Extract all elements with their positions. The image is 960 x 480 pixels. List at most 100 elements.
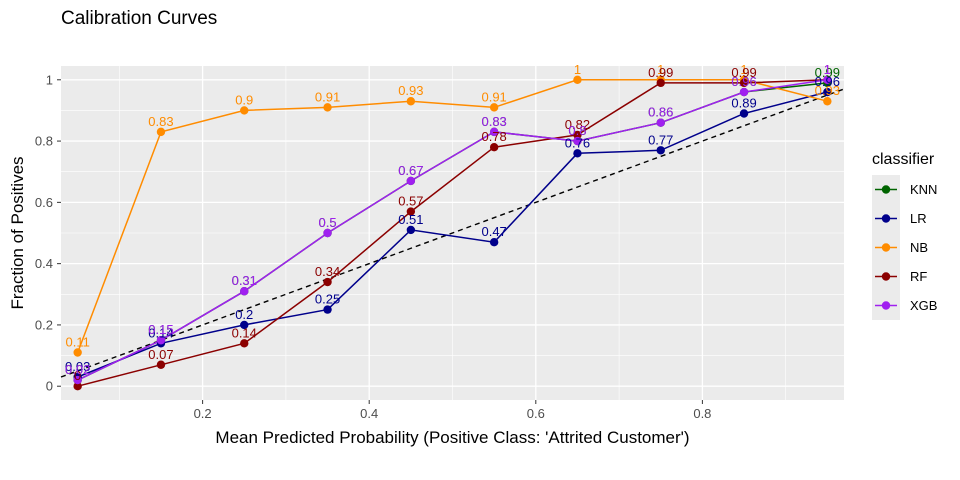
data-point-xgb: [240, 287, 249, 296]
data-label-xgb: 0.96: [731, 74, 756, 89]
reference-diagonal: [60, 88, 845, 378]
series-lines: [76, 79, 828, 387]
data-label-rf: 0.34: [315, 264, 340, 279]
data-point-rf: [489, 143, 499, 152]
legend-key-point-lr: [881, 214, 891, 223]
reference-line: [60, 88, 845, 378]
legend-label-rf: RF: [910, 269, 927, 284]
legend-label-nb: NB: [910, 240, 928, 255]
y-axis-ticks: 0 0.2 0.4 0.6 0.8 1: [35, 72, 61, 394]
data-label-nb: 1: [740, 62, 747, 77]
legend-items: KNN LR NB RF XGB: [872, 175, 937, 320]
data-point-rf: [156, 360, 166, 369]
y-tick-label: 0.2: [35, 317, 53, 332]
legend-label-xgb: XGB: [910, 298, 937, 313]
y-tick-label: 1: [46, 72, 53, 87]
data-label-xgb: 0.31: [232, 273, 257, 288]
data-label-rf: 0.57: [398, 194, 423, 209]
data-point-lr: [240, 320, 249, 330]
data-point-xgb: [489, 127, 499, 137]
data-label-knn: 0.15: [148, 322, 173, 337]
data-label-xgb: 0.67: [398, 163, 423, 178]
data-label-nb: 0.93: [398, 83, 423, 98]
data-labels: 0.020.150.310.50.670.830.80.860.960.990.…: [65, 62, 840, 383]
y-tick-label: 0.8: [35, 134, 53, 149]
data-label-nb: 0.91: [315, 89, 340, 104]
data-label-rf: 0.82: [565, 117, 590, 132]
legend-key-point-knn: [881, 185, 891, 194]
data-point-lr: [406, 225, 416, 235]
data-point-nb: [573, 75, 582, 84]
data-point-nb: [323, 103, 332, 112]
data-label-rf: 0.78: [481, 129, 506, 144]
legend-key-point-xgb: [881, 301, 891, 310]
x-tick-label: 0.8: [693, 406, 711, 421]
y-tick-label: 0.4: [35, 256, 53, 271]
legend-key-point-rf: [881, 272, 891, 281]
data-point-nb: [240, 106, 249, 115]
data-label-xgb: 0.86: [648, 105, 673, 120]
data-label-lr: 0.14: [148, 325, 173, 340]
legend-label-lr: LR: [910, 211, 927, 226]
data-point-xgb: [739, 87, 749, 97]
data-label-lr: 0.03: [65, 359, 90, 374]
series-points: [73, 75, 832, 391]
x-tick-label: 0.2: [194, 406, 212, 421]
data-point-rf: [240, 339, 249, 348]
data-label-knn: 0.5: [319, 215, 337, 230]
data-label-lr: 0.89: [731, 95, 756, 110]
data-point-nb: [156, 127, 166, 137]
data-point-nb: [489, 103, 499, 112]
data-label-knn: 0.8: [568, 123, 586, 138]
data-point-xgb: [823, 75, 832, 84]
data-point-xgb: [573, 136, 582, 146]
data-label-lr: 0.76: [565, 135, 590, 150]
data-point-xgb: [656, 118, 665, 127]
data-label-rf: 0.14: [232, 325, 257, 340]
data-label-knn: 0.02: [65, 362, 90, 377]
data-label-nb: 0.11: [65, 335, 89, 350]
data-label-lr: 0.47: [481, 224, 506, 239]
chart-title: Calibration Curves: [61, 8, 217, 29]
y-axis-title: Fraction of Positives: [8, 156, 27, 309]
data-label-xgb: 0.15: [148, 322, 173, 337]
data-label-rf: 0.99: [731, 65, 756, 80]
data-label-knn: 0.67: [398, 163, 423, 178]
data-label-lr: 0.25: [315, 292, 340, 307]
data-label-rf: 0: [74, 368, 81, 383]
data-label-knn: 0.96: [731, 74, 756, 89]
data-point-lr: [323, 305, 332, 314]
y-tick-label: 0: [46, 379, 53, 394]
data-label-nb: 0.9: [235, 92, 253, 107]
data-label-lr: 0.96: [815, 74, 840, 89]
data-point-xgb: [406, 176, 416, 186]
data-label-xgb: 0.5: [319, 215, 337, 230]
series-line-nb: [76, 79, 828, 353]
data-label-xgb: 0.83: [481, 114, 506, 129]
data-point-rf: [656, 78, 665, 88]
data-label-knn: 0.86: [648, 105, 673, 120]
series-line-lr: [77, 91, 828, 378]
data-point-rf: [406, 207, 416, 216]
data-point-nb: [406, 97, 416, 106]
data-label-rf: 0.07: [148, 347, 173, 362]
data-point-xgb: [73, 375, 82, 385]
data-point-lr: [489, 237, 499, 247]
data-label-nb: 0.93: [815, 83, 840, 98]
data-label-knn: 0.31: [232, 273, 257, 288]
x-axis-ticks: 0.2 0.4 0.6 0.8: [194, 400, 711, 421]
legend: classifier KNN LR NB RF XGB: [872, 151, 937, 320]
data-point-lr: [823, 87, 832, 97]
data-point-lr: [573, 149, 582, 158]
data-label-nb: 0.91: [481, 89, 506, 104]
data-label-nb: 0.83: [148, 114, 173, 129]
data-label-lr: 0.51: [398, 212, 423, 227]
legend-label-knn: KNN: [910, 182, 937, 197]
data-point-rf: [323, 277, 332, 287]
y-tick-label: 0.6: [35, 195, 53, 210]
data-point-nb: [73, 348, 82, 357]
data-label-rf: 1: [824, 62, 831, 77]
data-label-knn: 0.83: [481, 114, 506, 129]
series-line-rf: [77, 79, 828, 387]
